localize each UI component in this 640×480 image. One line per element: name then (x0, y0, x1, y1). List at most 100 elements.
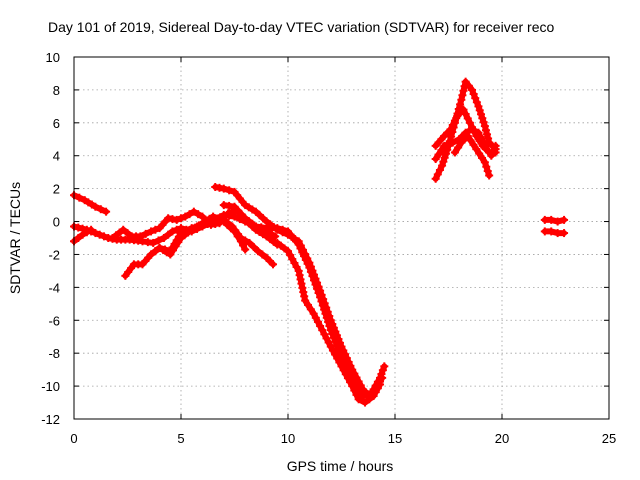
y-tick-label: 2 (53, 182, 60, 197)
data-point-marker (560, 215, 569, 224)
data-point-marker (172, 215, 181, 224)
data-point-marker (87, 225, 96, 234)
data-point-marker (185, 210, 194, 219)
data-point-marker (322, 334, 331, 343)
data-point-marker (305, 263, 314, 272)
data-point-marker (378, 373, 387, 382)
data-point-marker (306, 305, 315, 314)
data-point-marker (147, 227, 156, 236)
data-point-marker (219, 184, 228, 193)
y-tick-label: -12 (41, 412, 60, 427)
data-point-marker (316, 322, 325, 331)
data-point-marker (437, 146, 446, 155)
data-point-marker (472, 145, 481, 154)
data-point-marker (335, 348, 344, 357)
data-point-marker (352, 390, 361, 399)
data-point-marker (480, 141, 489, 150)
data-point-marker (228, 207, 237, 216)
data-point-marker (348, 382, 357, 391)
data-point-marker (164, 230, 173, 239)
data-point-marker (480, 122, 489, 131)
data-point-marker (440, 153, 449, 162)
data-point-marker (468, 85, 477, 94)
data-point-marker (478, 137, 487, 146)
data-point-marker (365, 395, 374, 404)
data-point-marker (102, 207, 111, 216)
data-point-marker (458, 91, 467, 100)
y-axis-ticks: -12 -10 -8 -6 -4 -2 0 2 4 6 8 10 (41, 50, 609, 427)
data-point-marker (354, 395, 363, 404)
data-point-marker (189, 207, 198, 216)
y-tick-label: -4 (48, 280, 60, 295)
data-point-marker (168, 246, 177, 255)
data-point-marker (241, 245, 250, 254)
y-tick-label: -10 (41, 379, 60, 394)
data-point-marker (273, 224, 282, 233)
x-tick-label: 0 (70, 431, 77, 446)
data-point-marker (123, 229, 132, 238)
data-point-marker (99, 232, 108, 241)
chart-title: Day 101 of 2019, Sidereal Day-to-day VTE… (48, 19, 554, 35)
data-point-marker (214, 214, 223, 223)
data-point-marker (249, 243, 258, 252)
data-point-marker (364, 390, 373, 399)
data-point-marker (483, 130, 492, 139)
data-point-marker (478, 114, 487, 123)
data-point-marker (171, 242, 180, 251)
data-point-marker (448, 121, 457, 130)
data-point-marker (475, 106, 484, 115)
y-tick-label: 10 (46, 50, 60, 65)
data-point-marker (320, 330, 329, 339)
data-point-marker (236, 234, 245, 242)
data-point-marker (450, 116, 459, 125)
data-point-marker (245, 238, 254, 247)
data-point-marker (313, 284, 322, 293)
data-point-marker (461, 77, 470, 86)
data-point-marker (254, 247, 263, 256)
data-point-marker (376, 380, 385, 389)
data-point-marker (219, 215, 228, 224)
x-axis-label: GPS time / hours (287, 458, 394, 474)
data-point-marker (82, 228, 91, 237)
data-point-marker (74, 223, 83, 232)
data-point-marker (141, 229, 150, 238)
data-point-marker (465, 118, 474, 127)
data-markers (70, 77, 569, 407)
data-point-marker (446, 125, 455, 134)
data-point-marker (313, 317, 322, 326)
y-tick-label: -8 (48, 346, 60, 361)
data-point-marker (434, 150, 443, 159)
data-point-marker (269, 260, 278, 269)
data-point-marker (463, 131, 472, 140)
data-point-marker (136, 232, 145, 241)
x-tick-label: 10 (281, 431, 295, 446)
data-point-marker (476, 133, 485, 142)
data-point-marker (241, 236, 250, 245)
data-point-marker (459, 105, 468, 114)
data-point-marker (560, 229, 569, 238)
data-point-marker (278, 225, 287, 234)
data-point-marker (324, 317, 333, 326)
data-point-marker (119, 225, 128, 234)
y-axis-label: SDTVAR / TECUs (7, 182, 23, 294)
data-point-marker (326, 326, 335, 335)
data-point-marker (324, 338, 333, 347)
data-point-marker (334, 344, 343, 353)
x-tick-label: 5 (177, 431, 184, 446)
data-point-marker (448, 138, 457, 147)
y-tick-label: -2 (48, 247, 60, 262)
data-point-marker (491, 141, 500, 150)
data-point-marker (78, 230, 87, 239)
data-point-marker (483, 167, 492, 176)
grid-lines (74, 57, 609, 419)
data-point-marker (309, 309, 318, 318)
data-point-marker (472, 98, 481, 107)
data-point-marker (74, 234, 83, 242)
data-point-marker (174, 238, 183, 247)
data-point-marker (450, 148, 459, 157)
data-point-marker (225, 186, 234, 195)
data-point-marker (479, 118, 488, 127)
data-point-marker (435, 165, 444, 174)
data-point-marker (194, 210, 203, 219)
data-point-marker (439, 157, 448, 166)
